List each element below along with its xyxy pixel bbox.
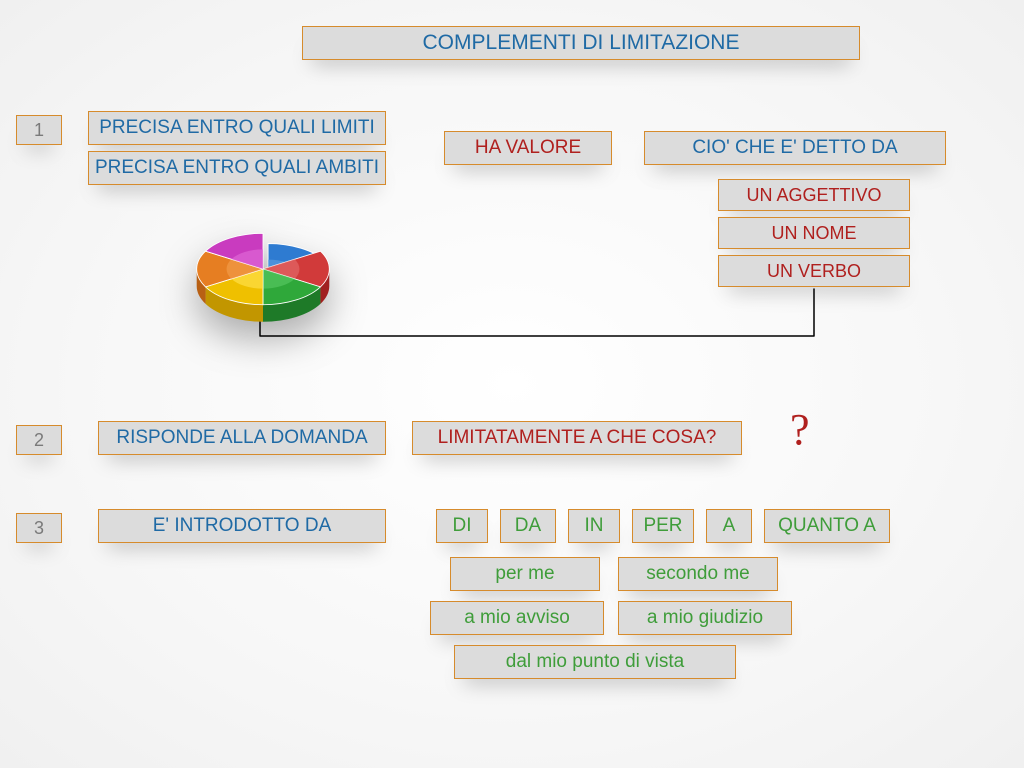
concept-box: E' INTRODOTTO DA (98, 509, 386, 543)
concept-box: PRECISA ENTRO QUALI AMBITI (88, 151, 386, 185)
row-number: 1 (16, 115, 62, 145)
concept-box: PER (632, 509, 694, 543)
concept-box: UN VERBO (718, 255, 910, 287)
concept-box: CIO' CHE E' DETTO DA (644, 131, 946, 165)
question-mark-icon: ? (790, 404, 810, 455)
concept-box: PRECISA ENTRO QUALI LIMITI (88, 111, 386, 145)
row-number: 2 (16, 425, 62, 455)
concept-box: UN AGGETTIVO (718, 179, 910, 211)
concept-box: a mio giudizio (618, 601, 792, 635)
concept-box: DI (436, 509, 488, 543)
concept-box: DA (500, 509, 556, 543)
concept-box: secondo me (618, 557, 778, 591)
concept-box: HA VALORE (444, 131, 612, 165)
concept-box: A (706, 509, 752, 543)
pie-chart-icon (178, 210, 348, 340)
concept-box: LIMITATAMENTE A CHE COSA? (412, 421, 742, 455)
concept-box: per me (450, 557, 600, 591)
concept-box: RISPONDE ALLA DOMANDA (98, 421, 386, 455)
concept-box: dal mio punto di vista (454, 645, 736, 679)
row-number: 3 (16, 513, 62, 543)
concept-box: UN NOME (718, 217, 910, 249)
concept-box: a mio avviso (430, 601, 604, 635)
concept-box: IN (568, 509, 620, 543)
concept-box: QUANTO A (764, 509, 890, 543)
